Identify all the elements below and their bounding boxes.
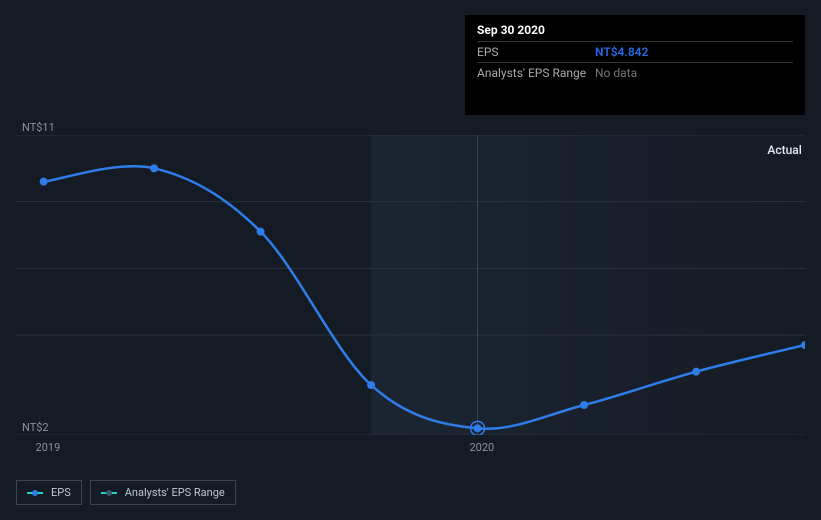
chart-container: Sep 30 2020 EPSNT$4.842Analysts' EPS Ran…: [0, 0, 821, 520]
y-axis-label: NT$2: [22, 421, 49, 434]
tooltip-date: Sep 30 2020: [477, 23, 793, 41]
legend-range[interactable]: Analysts' EPS Range: [90, 480, 236, 505]
actual-label: Actual: [767, 143, 801, 157]
tooltip-row-label: Analysts' EPS Range: [477, 66, 595, 80]
tooltip-eps-value: NT$4.842: [595, 45, 648, 59]
tooltip-row-label: EPS: [477, 45, 595, 59]
data-point[interactable]: [580, 401, 588, 409]
chart-legend: EPS Analysts' EPS Range: [16, 480, 236, 505]
highlight-band: [371, 135, 805, 435]
data-point[interactable]: [150, 164, 158, 172]
data-point[interactable]: [367, 381, 375, 389]
legend-eps[interactable]: EPS: [16, 480, 82, 505]
data-point[interactable]: [692, 368, 700, 376]
data-point[interactable]: [40, 178, 48, 186]
data-point[interactable]: [257, 228, 265, 236]
legend-label: Analysts' EPS Range: [125, 486, 225, 499]
line-chart[interactable]: [16, 135, 805, 435]
legend-swatch-icon: [101, 490, 117, 496]
y-axis-label: NT$11: [22, 121, 55, 134]
data-point[interactable]: [474, 424, 482, 432]
tooltip-row: EPSNT$4.842: [477, 41, 793, 62]
legend-swatch-icon: [27, 490, 43, 496]
tooltip-row: Analysts' EPS RangeNo data: [477, 62, 793, 83]
x-axis-label: 2020: [470, 441, 495, 454]
tooltip-range-value: No data: [595, 66, 637, 80]
x-axis-label: 2019: [36, 441, 61, 454]
chart-tooltip: Sep 30 2020 EPSNT$4.842Analysts' EPS Ran…: [465, 15, 805, 115]
legend-label: EPS: [51, 486, 71, 499]
